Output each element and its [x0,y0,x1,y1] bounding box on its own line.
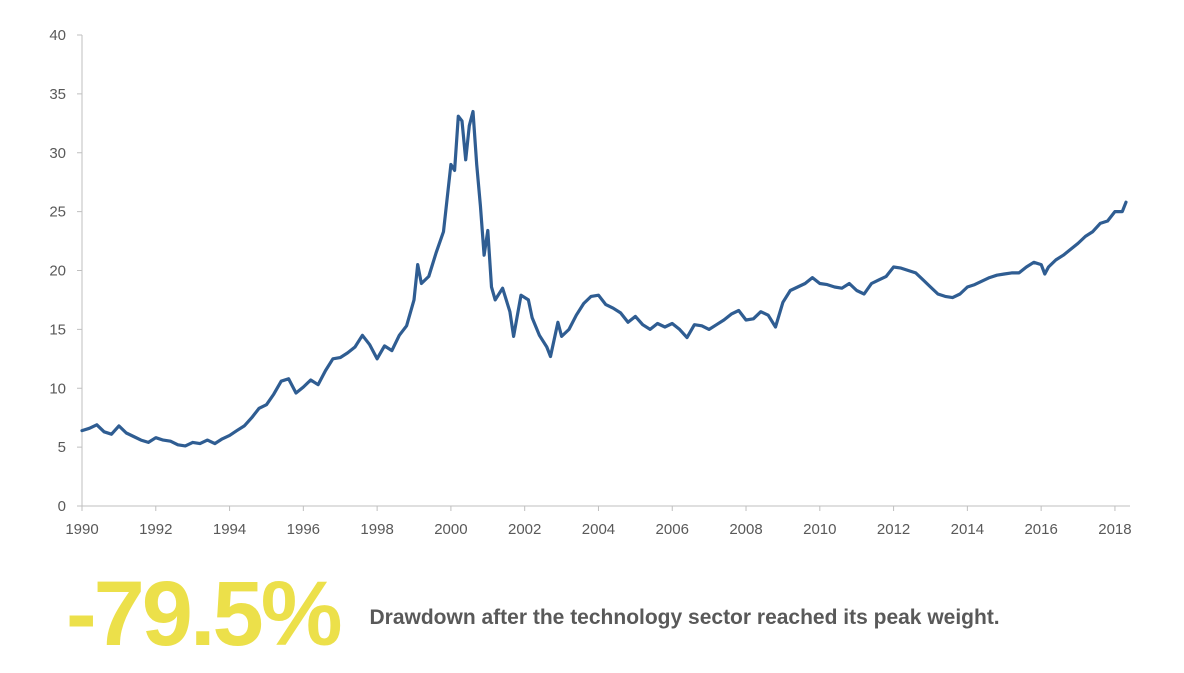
y-tick-label: 20 [49,263,66,280]
x-tick-label: 2018 [1098,521,1131,538]
y-tick-label: 5 [58,439,66,456]
y-tick-label: 30 [49,145,66,162]
drawdown-stat: -79.5% [66,563,342,665]
y-tick-label: 35 [49,86,66,103]
x-tick-label: 2010 [803,521,836,538]
y-tick-label: 40 [49,27,66,44]
x-tick-label: 2004 [582,521,615,538]
x-tick-label: 2006 [656,521,689,538]
x-tick-label: 1996 [287,521,320,538]
x-axis: 1990 1992 1994 1996 1998 2000 2002 2004 2006 2008… [65,506,1132,538]
x-tick-label: 1990 [65,521,98,538]
y-axis: 0 5 10 15 20 25 30 35 40 [49,27,82,515]
y-tick-label: 10 [49,380,66,397]
x-tick-label: 2016 [1024,521,1057,538]
x-tick-label: 2014 [951,521,984,538]
line-chart: 0 5 10 15 20 25 30 35 40 1990 1992 1994 1996 1998 200… [49,27,1132,538]
y-tick-label: 25 [49,204,66,221]
x-tick-label: 1994 [213,521,246,538]
x-tick-label: 2012 [877,521,910,538]
drawdown-caption: Drawdown after the technology sector rea… [369,606,1000,629]
x-tick-label: 1998 [360,521,393,538]
x-tick-label: 2008 [729,521,762,538]
x-tick-label: 1992 [139,521,172,538]
x-tick-label: 2002 [508,521,541,538]
series-line [80,109,1128,448]
footer: -79.5% Drawdown after the technology sec… [66,568,1000,660]
y-tick-label: 15 [49,321,66,338]
x-tick-label: 2000 [434,521,467,538]
y-tick-label: 0 [58,498,66,515]
